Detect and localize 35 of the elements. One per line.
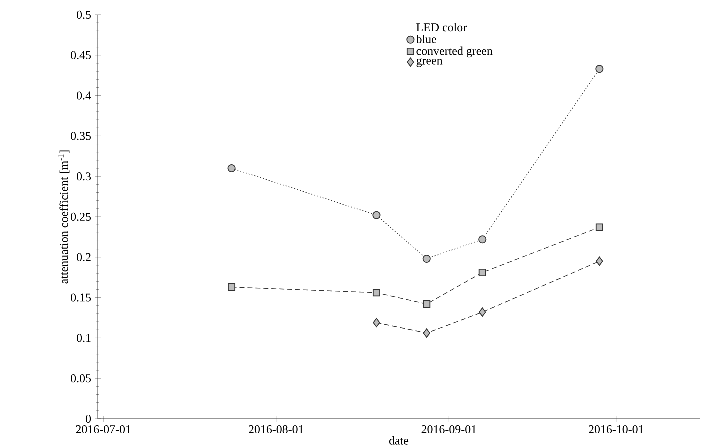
point: [596, 224, 604, 232]
x-tick-label: 2016-09-01: [422, 425, 476, 434]
point: [596, 65, 604, 74]
point: [479, 308, 486, 317]
point: [228, 164, 236, 172]
y-axis-title: attenuation coefficient [m$^{-1}$]: [58, 150, 70, 284]
x-tick-label: 2016-07-01: [76, 425, 131, 434]
point: [423, 328, 430, 338]
x-tick-label: 2016-10-01: [589, 425, 644, 434]
legend-title: LED color: [416, 23, 467, 32]
y-tick-label: 0.4: [77, 92, 92, 100]
y-tick-label: 0: [86, 414, 92, 423]
point: [373, 318, 380, 328]
legend-label: blue: [416, 34, 436, 44]
x-tick-label: 2016-08-01: [249, 425, 304, 434]
y-tick-label: 0.3: [77, 172, 92, 181]
point: [422, 254, 431, 263]
legend-label: green: [416, 58, 443, 68]
y-tick-label: 0.2: [77, 253, 91, 262]
legend-label: converted green: [416, 46, 493, 58]
point: [372, 211, 381, 220]
y-tick-label: 0.25: [71, 212, 92, 221]
y-tick-label: 0.35: [71, 132, 92, 140]
point: [228, 283, 236, 291]
point: [423, 300, 431, 308]
y-tick-label: 0.15: [71, 294, 92, 302]
point: [478, 268, 486, 276]
y-tick-label: 0.1: [77, 334, 91, 342]
x-axis-title: date: [389, 436, 409, 445]
y-tick-label: 0.5: [77, 10, 92, 19]
point: [478, 236, 487, 244]
point: [372, 289, 380, 297]
y-tick-label: 0.45: [71, 51, 92, 60]
y-tick-label: 0.05: [71, 374, 92, 383]
point: [596, 256, 604, 266]
